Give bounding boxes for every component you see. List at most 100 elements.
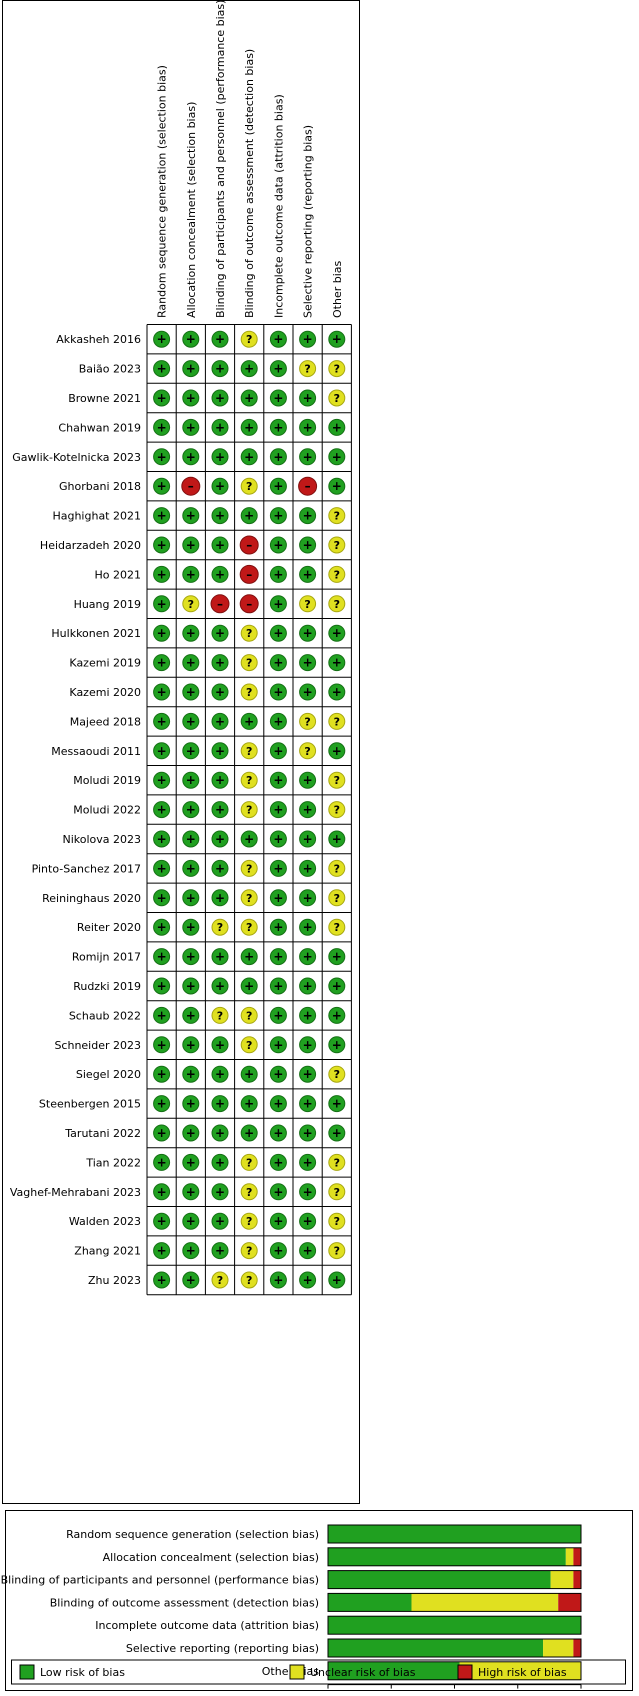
rating-symbol: + xyxy=(273,685,283,699)
legend-swatch xyxy=(458,1665,472,1679)
rating-symbol: + xyxy=(215,803,225,817)
graph-category-label: Random sequence generation (selection bi… xyxy=(66,1528,319,1541)
rating-symbol: + xyxy=(186,1008,196,1022)
rating-symbol: + xyxy=(157,744,167,758)
study-label: Tarutani 2022 xyxy=(64,1127,141,1140)
graph-category-label: Blinding of outcome assessment (detectio… xyxy=(50,1596,319,1609)
rating-symbol: + xyxy=(332,420,342,434)
rating-symbol: + xyxy=(157,391,167,405)
rating-symbol: ? xyxy=(334,804,340,817)
rating-symbol: ? xyxy=(246,804,252,817)
legend-swatch xyxy=(290,1665,304,1679)
study-label: Moludi 2022 xyxy=(73,804,141,817)
study-label: Rudzki 2019 xyxy=(73,980,141,993)
rating-symbol: ? xyxy=(334,862,340,875)
study-label: Reiter 2020 xyxy=(77,921,141,934)
rating-symbol: + xyxy=(273,450,283,464)
rating-symbol: + xyxy=(186,362,196,376)
rating-symbol: + xyxy=(273,479,283,493)
rating-symbol: + xyxy=(332,744,342,758)
rating-symbol: + xyxy=(186,420,196,434)
rating-symbol: + xyxy=(215,861,225,875)
rating-symbol: ? xyxy=(304,598,310,611)
rating-symbol: + xyxy=(273,509,283,523)
rating-symbol: + xyxy=(157,538,167,552)
rating-symbol: + xyxy=(332,832,342,846)
rating-symbol: + xyxy=(303,1155,313,1169)
rating-symbol: ? xyxy=(334,568,340,581)
rating-symbol: ? xyxy=(304,745,310,758)
study-label: Steenbergen 2015 xyxy=(39,1098,141,1111)
rating-symbol: + xyxy=(186,1214,196,1228)
study-label: Kazemi 2020 xyxy=(69,686,141,699)
domain-header: Incomplete outcome data (attrition bias) xyxy=(272,94,285,318)
rating-symbol: + xyxy=(215,1185,225,1199)
rating-symbol: + xyxy=(215,479,225,493)
rating-symbol: + xyxy=(186,656,196,670)
rating-symbol: ? xyxy=(334,363,340,376)
rating-symbol: + xyxy=(303,1185,313,1199)
rating-symbol: + xyxy=(157,1097,167,1111)
study-label: Ho 2021 xyxy=(95,568,142,581)
rating-symbol: + xyxy=(157,567,167,581)
rating-symbol: + xyxy=(215,832,225,846)
rating-symbol: + xyxy=(215,979,225,993)
rating-symbol: + xyxy=(303,391,313,405)
rating-symbol: + xyxy=(186,1185,196,1199)
rating-symbol: + xyxy=(273,803,283,817)
rating-symbol: + xyxy=(215,950,225,964)
rating-symbol: + xyxy=(332,1097,342,1111)
rating-symbol: + xyxy=(303,832,313,846)
rating-symbol: + xyxy=(303,1244,313,1258)
rating-symbol: + xyxy=(273,538,283,552)
study-label: Zhu 2023 xyxy=(88,1274,141,1287)
rating-symbol: + xyxy=(273,950,283,964)
rating-symbol: ? xyxy=(217,1274,223,1287)
rating-symbol: + xyxy=(157,773,167,787)
rating-symbol: + xyxy=(215,509,225,523)
rating-symbol: + xyxy=(215,1155,225,1169)
rating-symbol: + xyxy=(303,420,313,434)
rating-symbol: + xyxy=(273,567,283,581)
study-label: Tian 2022 xyxy=(85,1156,141,1169)
rating-symbol: + xyxy=(332,656,342,670)
rating-symbol: + xyxy=(273,597,283,611)
bar-segment xyxy=(411,1593,558,1611)
rating-symbol: + xyxy=(157,950,167,964)
rating-symbol: + xyxy=(215,714,225,728)
rating-symbol: + xyxy=(215,450,225,464)
rating-symbol: ? xyxy=(334,921,340,934)
bar-segment xyxy=(328,1548,566,1566)
rating-symbol: ? xyxy=(246,1245,252,1258)
rating-symbol: + xyxy=(244,950,254,964)
rating-symbol: + xyxy=(332,450,342,464)
rating-symbol: – xyxy=(305,479,311,493)
rating-symbol: + xyxy=(186,714,196,728)
rating-symbol: + xyxy=(244,450,254,464)
bar-segment xyxy=(573,1548,581,1566)
rating-symbol: + xyxy=(332,950,342,964)
rating-symbol: + xyxy=(186,1126,196,1140)
bar-segment xyxy=(566,1548,574,1566)
rating-symbol: – xyxy=(246,538,252,552)
rating-symbol: + xyxy=(244,1126,254,1140)
rating-symbol: + xyxy=(186,450,196,464)
study-label: Haghighat 2021 xyxy=(52,510,141,523)
rating-symbol: + xyxy=(303,332,313,346)
study-label: Baião 2023 xyxy=(79,363,141,376)
study-label: Messaoudi 2011 xyxy=(51,745,141,758)
rating-symbol: ? xyxy=(246,862,252,875)
rating-symbol: + xyxy=(273,420,283,434)
rating-symbol: + xyxy=(186,332,196,346)
rating-symbol: + xyxy=(244,832,254,846)
rating-symbol: + xyxy=(244,509,254,523)
rating-symbol: + xyxy=(157,1067,167,1081)
rating-symbol: ? xyxy=(246,627,252,640)
rating-symbol: + xyxy=(157,362,167,376)
rating-symbol: ? xyxy=(334,598,340,611)
rating-symbol: + xyxy=(186,950,196,964)
rating-symbol: + xyxy=(303,685,313,699)
rating-symbol: ? xyxy=(246,333,252,346)
rating-symbol: + xyxy=(303,1273,313,1287)
rating-symbol: + xyxy=(303,950,313,964)
